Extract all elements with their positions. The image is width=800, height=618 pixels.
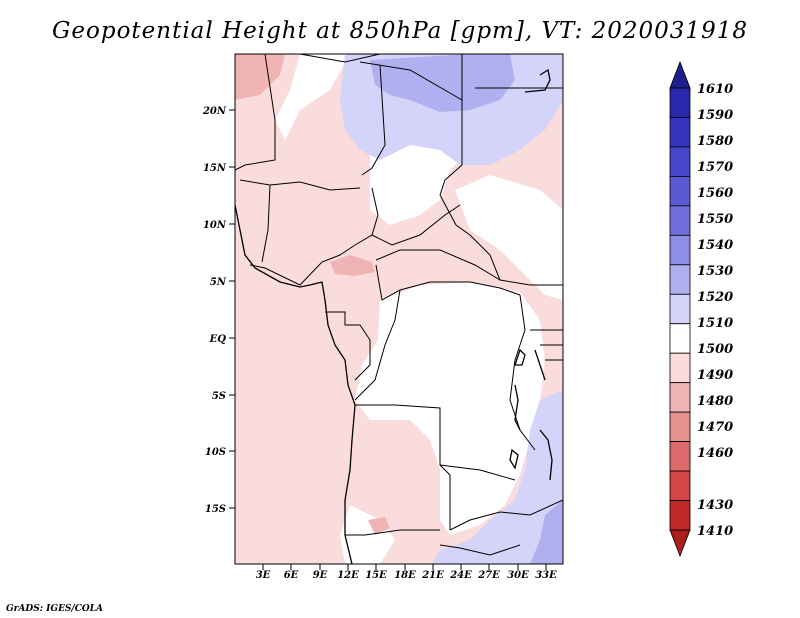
- y-label-5s: 5S: [212, 391, 226, 402]
- field-1510-congo: [355, 282, 545, 535]
- field-1510-east: [455, 175, 563, 300]
- colorbar-segment: [669, 293, 691, 325]
- field-1490-cameroon: [330, 255, 375, 276]
- colorbar-segment: [669, 234, 691, 266]
- x-label-30e: 30E: [507, 570, 529, 581]
- colorbar-segment: [669, 470, 691, 501]
- y-label-10n: 10N: [203, 220, 227, 231]
- x-axis: 3E 6E 9E 12E 15E 18E 21E 24E 27E 30E 33E: [256, 564, 557, 581]
- colorbar-bottom-arrow: [669, 529, 691, 558]
- map-frame: [234, 53, 564, 565]
- colorbar-segment: [669, 264, 691, 295]
- colorbar-label-1490: 1490: [697, 368, 733, 383]
- colorbar-label-1560: 1560: [697, 186, 733, 201]
- field-1490-nw: [235, 54, 285, 100]
- colorbar-label-1580: 1580: [697, 134, 733, 149]
- y-label-15n: 15N: [203, 163, 227, 174]
- y-label-eq: EQ: [209, 334, 227, 345]
- colorbar-segment: [669, 500, 691, 531]
- colorbar-segment: [669, 352, 691, 384]
- x-label-12e: 12E: [337, 570, 359, 581]
- colorbar-segment: [669, 323, 691, 354]
- colorbar-label-1510: 1510: [697, 316, 733, 331]
- colorbar-label-1550: 1550: [697, 212, 733, 227]
- colorbar-segment: [669, 175, 691, 207]
- y-label-5n: 5N: [210, 277, 227, 288]
- x-label-6e: 6E: [284, 570, 299, 581]
- colorbar-label-1470: 1470: [697, 420, 733, 435]
- field-1530-southeast: [530, 500, 563, 564]
- colorbar-label-1570: 1570: [697, 160, 733, 175]
- x-label-24e: 24E: [449, 570, 472, 581]
- field-1490-angola: [368, 517, 390, 535]
- footer-credit: GrADS: IGES/COLA: [6, 604, 104, 614]
- colorbar-label-1520: 1520: [697, 290, 733, 305]
- x-label-27e: 27E: [477, 570, 500, 581]
- colorbar-label-1610: 1610: [697, 82, 733, 97]
- field-1510-nw: [275, 54, 350, 140]
- colorbar-top-arrow: [669, 60, 691, 89]
- map-panel: [235, 54, 563, 564]
- x-label-21e: 21E: [421, 570, 444, 581]
- colorbar-segment: [669, 382, 691, 413]
- y-label-15s: 15S: [205, 504, 226, 515]
- colorbar-label-1480: 1480: [697, 394, 733, 409]
- x-label-15e: 15E: [365, 570, 387, 581]
- colorbar-label-1460: 1460: [697, 446, 733, 461]
- y-label-10s: 10S: [205, 447, 226, 458]
- colorbar-segment: [669, 87, 691, 118]
- colorbar-label-1410: 1410: [697, 524, 733, 539]
- colorbar: [669, 60, 691, 558]
- colorbar-labels: 1610 1590 1580 1570 1560 1550 1540 1530 …: [697, 82, 733, 539]
- field-1520-southeast: [432, 390, 563, 564]
- colorbar-label-1430: 1430: [697, 498, 733, 513]
- colorbar-label-1540: 1540: [697, 238, 733, 253]
- chart-title: Geopotential Height at 850hPa [gpm], VT:…: [52, 18, 748, 44]
- country-borders: [235, 54, 563, 556]
- y-label-20n: 20N: [202, 106, 227, 117]
- x-label-3e: 3E: [256, 570, 271, 581]
- colorbar-label-1530: 1530: [697, 264, 733, 279]
- field-1530-north: [370, 54, 515, 112]
- colorbar-segment: [669, 411, 691, 442]
- colorbar-segment: [669, 205, 691, 236]
- colorbar-segment: [669, 441, 691, 472]
- y-axis: 20N 15N 10N 5N EQ 5S 10S 15S: [202, 106, 235, 515]
- coastlines: [235, 68, 553, 564]
- colorbar-label-1590: 1590: [697, 108, 733, 123]
- x-label-9e: 9E: [313, 570, 328, 581]
- colorbar-segment: [669, 117, 691, 148]
- x-label-18e: 18E: [394, 570, 416, 581]
- colorbar-label-1500: 1500: [697, 342, 733, 357]
- colorbar-segment: [669, 146, 691, 177]
- x-label-33e: 33E: [535, 570, 557, 581]
